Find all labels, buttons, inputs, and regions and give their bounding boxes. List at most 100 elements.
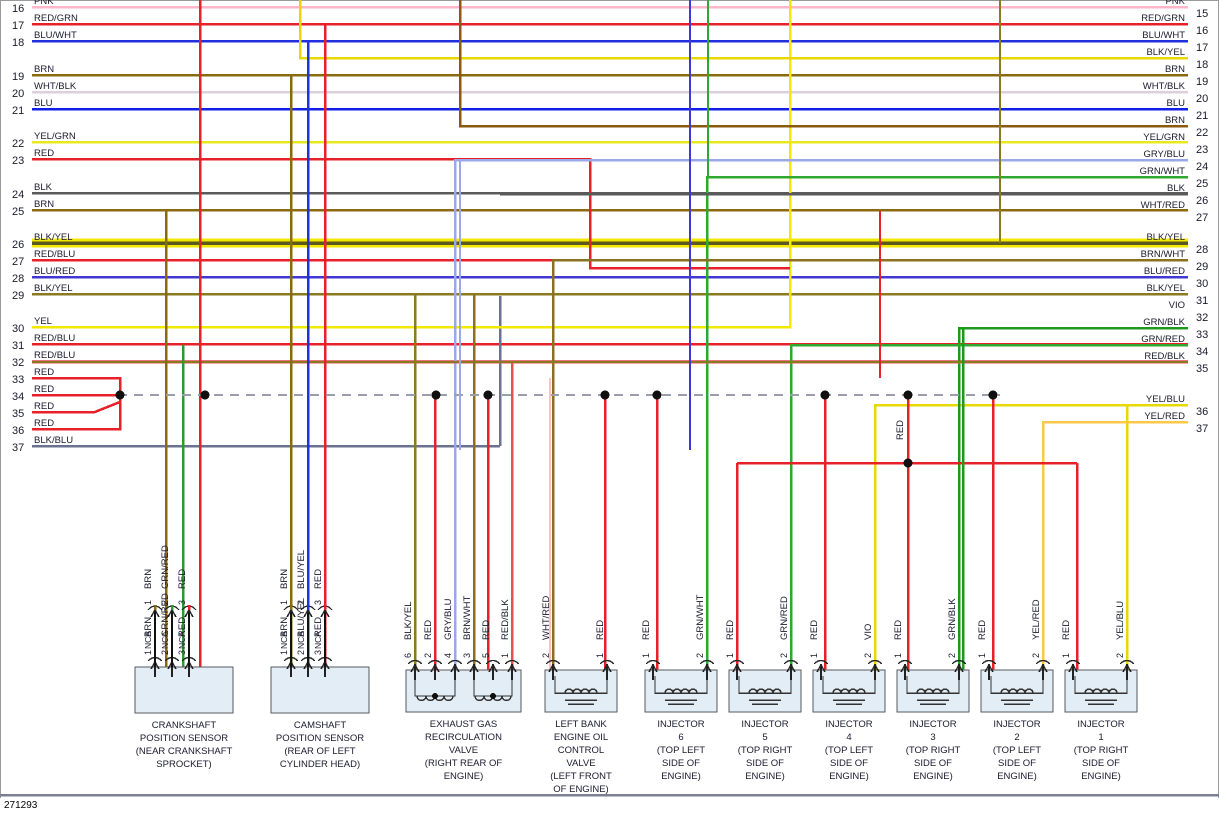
left-wire-label-35: RED [34, 401, 54, 412]
component-injector-6[interactable] [644, 659, 718, 713]
nca-pin-number: 2 [296, 600, 306, 605]
right-wire-label-22: BRN [1165, 115, 1185, 126]
component-caption: OF ENGINE) [553, 784, 608, 795]
right-pin-21: 21 [1196, 110, 1208, 122]
pin-connector-cap [599, 659, 615, 665]
right-pin-35: 35 [1196, 363, 1208, 375]
coil-windings [664, 688, 698, 694]
right-pin-18: 18 [1196, 59, 1208, 71]
pin-connector-cap [645, 659, 661, 665]
pin-connector-cap [407, 659, 423, 665]
component-caption: ENGINE) [913, 771, 953, 782]
component-camshaft-position-sensor[interactable] [270, 605, 370, 714]
component-injector-4[interactable] [812, 659, 886, 713]
right-wire-label-28: BLK/YEL [1146, 232, 1185, 243]
component-caption: (REAR OF LEFT [284, 746, 355, 757]
pin-wire-label: RED [809, 620, 820, 640]
right-wire-label-16: RED/GRN [1141, 13, 1185, 24]
right-wire-label-32: VIO [1169, 300, 1185, 311]
splice-dot-3 [483, 390, 493, 400]
component-crankshaft-position-sensor[interactable] [134, 605, 234, 714]
left-pin-25: 25 [12, 206, 24, 218]
left-wire-label-33: RED [34, 367, 54, 378]
component-caption: SIDE OF [662, 758, 700, 769]
left-pin-35: 35 [12, 408, 24, 420]
right-wire-label-21: BLU [1167, 98, 1186, 109]
right-wire-label-37: YEL/RED [1144, 411, 1185, 422]
splice-dot-5 [652, 390, 662, 400]
pin-number-3: 3 [462, 653, 472, 658]
pin-connector-cap [981, 659, 997, 665]
left-wire-label-32: RED/BLU [34, 350, 75, 361]
pin-wire-label: YEL/BLU [1115, 601, 1126, 640]
pin-connector-cap [813, 659, 829, 665]
component-caption: INJECTOR [657, 719, 704, 730]
component-caption: POSITION SENSOR [276, 733, 364, 744]
component-caption: (RIGHT REAR OF [425, 758, 503, 769]
component-caption: INJECTOR [1077, 719, 1124, 730]
pin-number-2: 2 [423, 653, 433, 658]
right-wire-label-30: BLU/RED [1144, 266, 1185, 277]
pin-number-2: 2 [541, 653, 551, 658]
nca-wire-label: RED [177, 569, 188, 589]
component-body [134, 666, 234, 714]
component-caption: EXHAUST GAS [430, 719, 497, 730]
rt-34-grnred [789, 343, 1188, 670]
pin-connector-cap [897, 659, 913, 665]
right-wire-label-27: WHT/RED [1141, 200, 1185, 211]
right-pin-22: 22 [1196, 127, 1208, 139]
splice-dot-6 [820, 390, 830, 400]
component-caption: 5 [762, 732, 767, 743]
component-exhaust-gas-recirculation-valve[interactable] [405, 659, 522, 713]
pin-wire-label: VIO [863, 624, 874, 640]
component-injector-5[interactable] [728, 659, 802, 713]
rt-27-whtred [551, 258, 1188, 670]
pin-number-2: 2 [947, 653, 957, 658]
pin-wire-label: RED [893, 620, 904, 640]
component-caption: VALVE [566, 758, 595, 769]
component-caption: 2 [1014, 732, 1019, 743]
pin-number-2: 2 [863, 653, 873, 658]
component-caption: (TOP LEFT [993, 745, 1041, 756]
coil-windings [748, 688, 782, 694]
component-body [405, 669, 522, 713]
right-wire-label-25: GRN/WHT [1140, 166, 1186, 177]
component-caption: SIDE OF [1082, 758, 1120, 769]
left-pin-18: 18 [12, 37, 24, 49]
coil-windings [832, 688, 866, 694]
component-caption: RECIRCULATION [425, 732, 502, 743]
pin-wire-label: RED [481, 620, 492, 640]
component-caption: POSITION SENSOR [140, 733, 228, 744]
nca-label: NCA [313, 631, 323, 649]
right-wire-label-17: BLU/WHT [1142, 30, 1185, 41]
red-33-leg [32, 376, 122, 395]
left-pin-27: 27 [12, 256, 24, 268]
left-pin-29: 29 [12, 290, 24, 302]
left-pin-28: 28 [12, 273, 24, 285]
component-injector-3[interactable] [896, 659, 970, 713]
component-injector-2[interactable] [980, 659, 1054, 713]
component-caption: SIDE OF [830, 758, 868, 769]
pin-number-1: 1 [809, 653, 819, 658]
pin-arrow [488, 663, 498, 673]
left-pin-22: 22 [12, 138, 24, 150]
component-left-bank-engine-oil-control-valve[interactable] [544, 659, 618, 713]
bus-wire-30-yel [32, 0, 792, 329]
component-caption: SIDE OF [746, 758, 784, 769]
rt-18-blkyel [298, 0, 1188, 60]
rt-32-vio [873, 403, 1188, 670]
left-wire-label-28: BLU/RED [34, 266, 75, 277]
component-caption: 1 [1098, 732, 1103, 743]
component-injector-1[interactable] [1064, 659, 1138, 713]
pin-wire-label: RED [977, 620, 988, 640]
right-wire-label-36: YEL/BLU [1146, 394, 1185, 405]
pin-number-3: 3 [313, 650, 323, 655]
left-wire-label-36: RED [34, 418, 54, 429]
left-wire-label-21: BLU [34, 98, 53, 109]
pin-connector-cap [504, 659, 520, 665]
right-pin-26: 26 [1196, 195, 1208, 207]
left-pin-30: 30 [12, 323, 24, 335]
pin-number-2: 2 [1031, 653, 1041, 658]
nca-wire-label: GRN/RED [160, 545, 171, 589]
left-pin-20: 20 [12, 88, 24, 100]
